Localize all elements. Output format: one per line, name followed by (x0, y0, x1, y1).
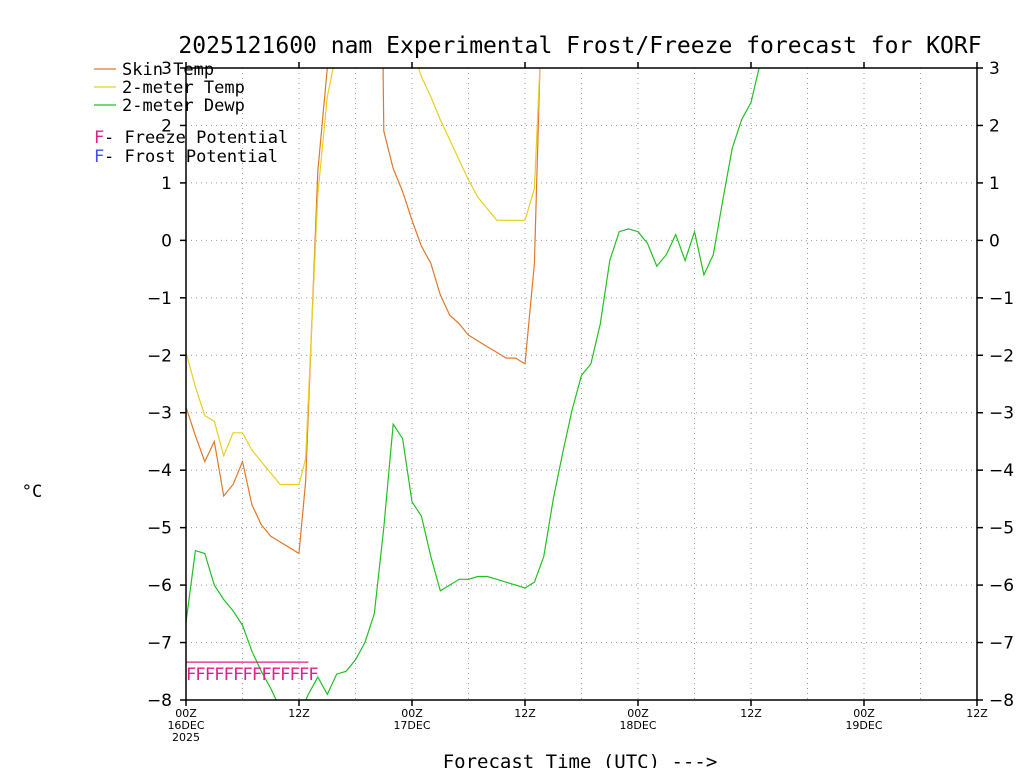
x-tick-label: 18DEC (619, 719, 656, 732)
chart-title: 2025121600 nam Experimental Frost/Freeze… (178, 33, 981, 59)
y-tick-label-right: −5 (989, 519, 1014, 539)
freeze-potential-marker: F (205, 665, 215, 685)
potential-legend-label: - Frost Potential (104, 147, 278, 167)
x-tick-label: 00Z (853, 707, 875, 720)
x-tick-label: 17DEC (393, 719, 430, 732)
freeze-potential-marker: F (271, 665, 281, 685)
series-line-skin-temp (186, 68, 541, 555)
y-tick-label-right: −4 (989, 461, 1014, 481)
y-tick-label-right: −7 (989, 634, 1014, 654)
freeze-potential-marker: F (308, 665, 318, 685)
x-tick-label: 2025 (172, 731, 200, 744)
freeze-potential-marker: F (243, 665, 253, 685)
y-tick-label-left: −1 (147, 289, 172, 309)
x-tick-label: 12Z (288, 707, 310, 720)
freeze-potential-marker: F (214, 665, 224, 685)
y-tick-label-right: 2 (989, 116, 1000, 136)
x-tick-label: 19DEC (845, 719, 882, 732)
legend-label: 2-meter Temp (122, 78, 245, 98)
x-tick-label: 00Z (627, 707, 649, 720)
y-tick-label-left: 1 (161, 174, 172, 194)
x-tick-label: 16DEC (167, 719, 204, 732)
y-tick-label-left: −2 (147, 346, 172, 366)
potential-legend-symbol: F (94, 147, 104, 167)
y-tick-label-right: 1 (989, 174, 1000, 194)
y-tick-label-right: −6 (989, 576, 1014, 596)
axis-ticks: −8 −8 −7 −7 −6 −6 −5 −5 −4 −4 −3 −3 −2 −2 −1 −1 0 0 1 1 2 2 3 3… (147, 59, 1014, 744)
freeze-potential-marker: F (290, 665, 300, 685)
y-tick-label-left: −7 (147, 634, 172, 654)
y-tick-label-left: 3 (161, 59, 172, 79)
x-axis-label: Forecast Time (UTC) ---> (443, 751, 718, 768)
y-tick-label-left: 2 (161, 116, 172, 136)
freeze-potential-marker: F (195, 665, 205, 685)
x-tick-label: 00Z (401, 707, 423, 720)
freeze-potential-marker: F (233, 665, 243, 685)
plot-frame (185, 67, 978, 701)
freeze-potential-marker: F (186, 665, 196, 685)
x-tick-label: 12Z (514, 707, 536, 720)
y-tick-label-left: −8 (147, 691, 172, 711)
y-axis-label: °C (22, 482, 42, 502)
series-line-2-meter-temp (186, 68, 541, 486)
y-tick-label-left: −3 (147, 404, 172, 424)
series-line-2-meter-dewp (186, 68, 760, 700)
y-tick-label-right: −1 (989, 289, 1014, 309)
y-tick-label-left: −5 (147, 519, 172, 539)
grid-lines (185, 67, 978, 701)
freeze-potential-marker: F (280, 665, 290, 685)
y-tick-label-right: 3 (989, 59, 1000, 79)
freeze-potential-marker: F (261, 665, 271, 685)
y-tick-label-left: −6 (147, 576, 172, 596)
freeze-potential-marker: F (224, 665, 234, 685)
x-tick-label: 12Z (740, 707, 762, 720)
y-tick-label-left: −4 (147, 461, 172, 481)
potential-legend-symbol: F (94, 128, 104, 148)
freeze-potential-marker: F (252, 665, 262, 685)
potential-legend-label: - Freeze Potential (104, 128, 288, 148)
legend-label: 2-meter Dewp (122, 96, 245, 116)
y-tick-label-right: −2 (989, 346, 1014, 366)
series-lines (186, 68, 760, 700)
y-tick-label-right: −8 (989, 691, 1014, 711)
x-tick-label: 00Z (175, 707, 197, 720)
x-tick-label: 12Z (966, 707, 988, 720)
freeze-potential-marker: F (299, 665, 309, 685)
y-tick-label-left: 0 (161, 231, 172, 251)
y-tick-label-right: −3 (989, 404, 1014, 424)
y-tick-label-right: 0 (989, 231, 1000, 251)
legend-label: Skin Temp (122, 60, 214, 80)
